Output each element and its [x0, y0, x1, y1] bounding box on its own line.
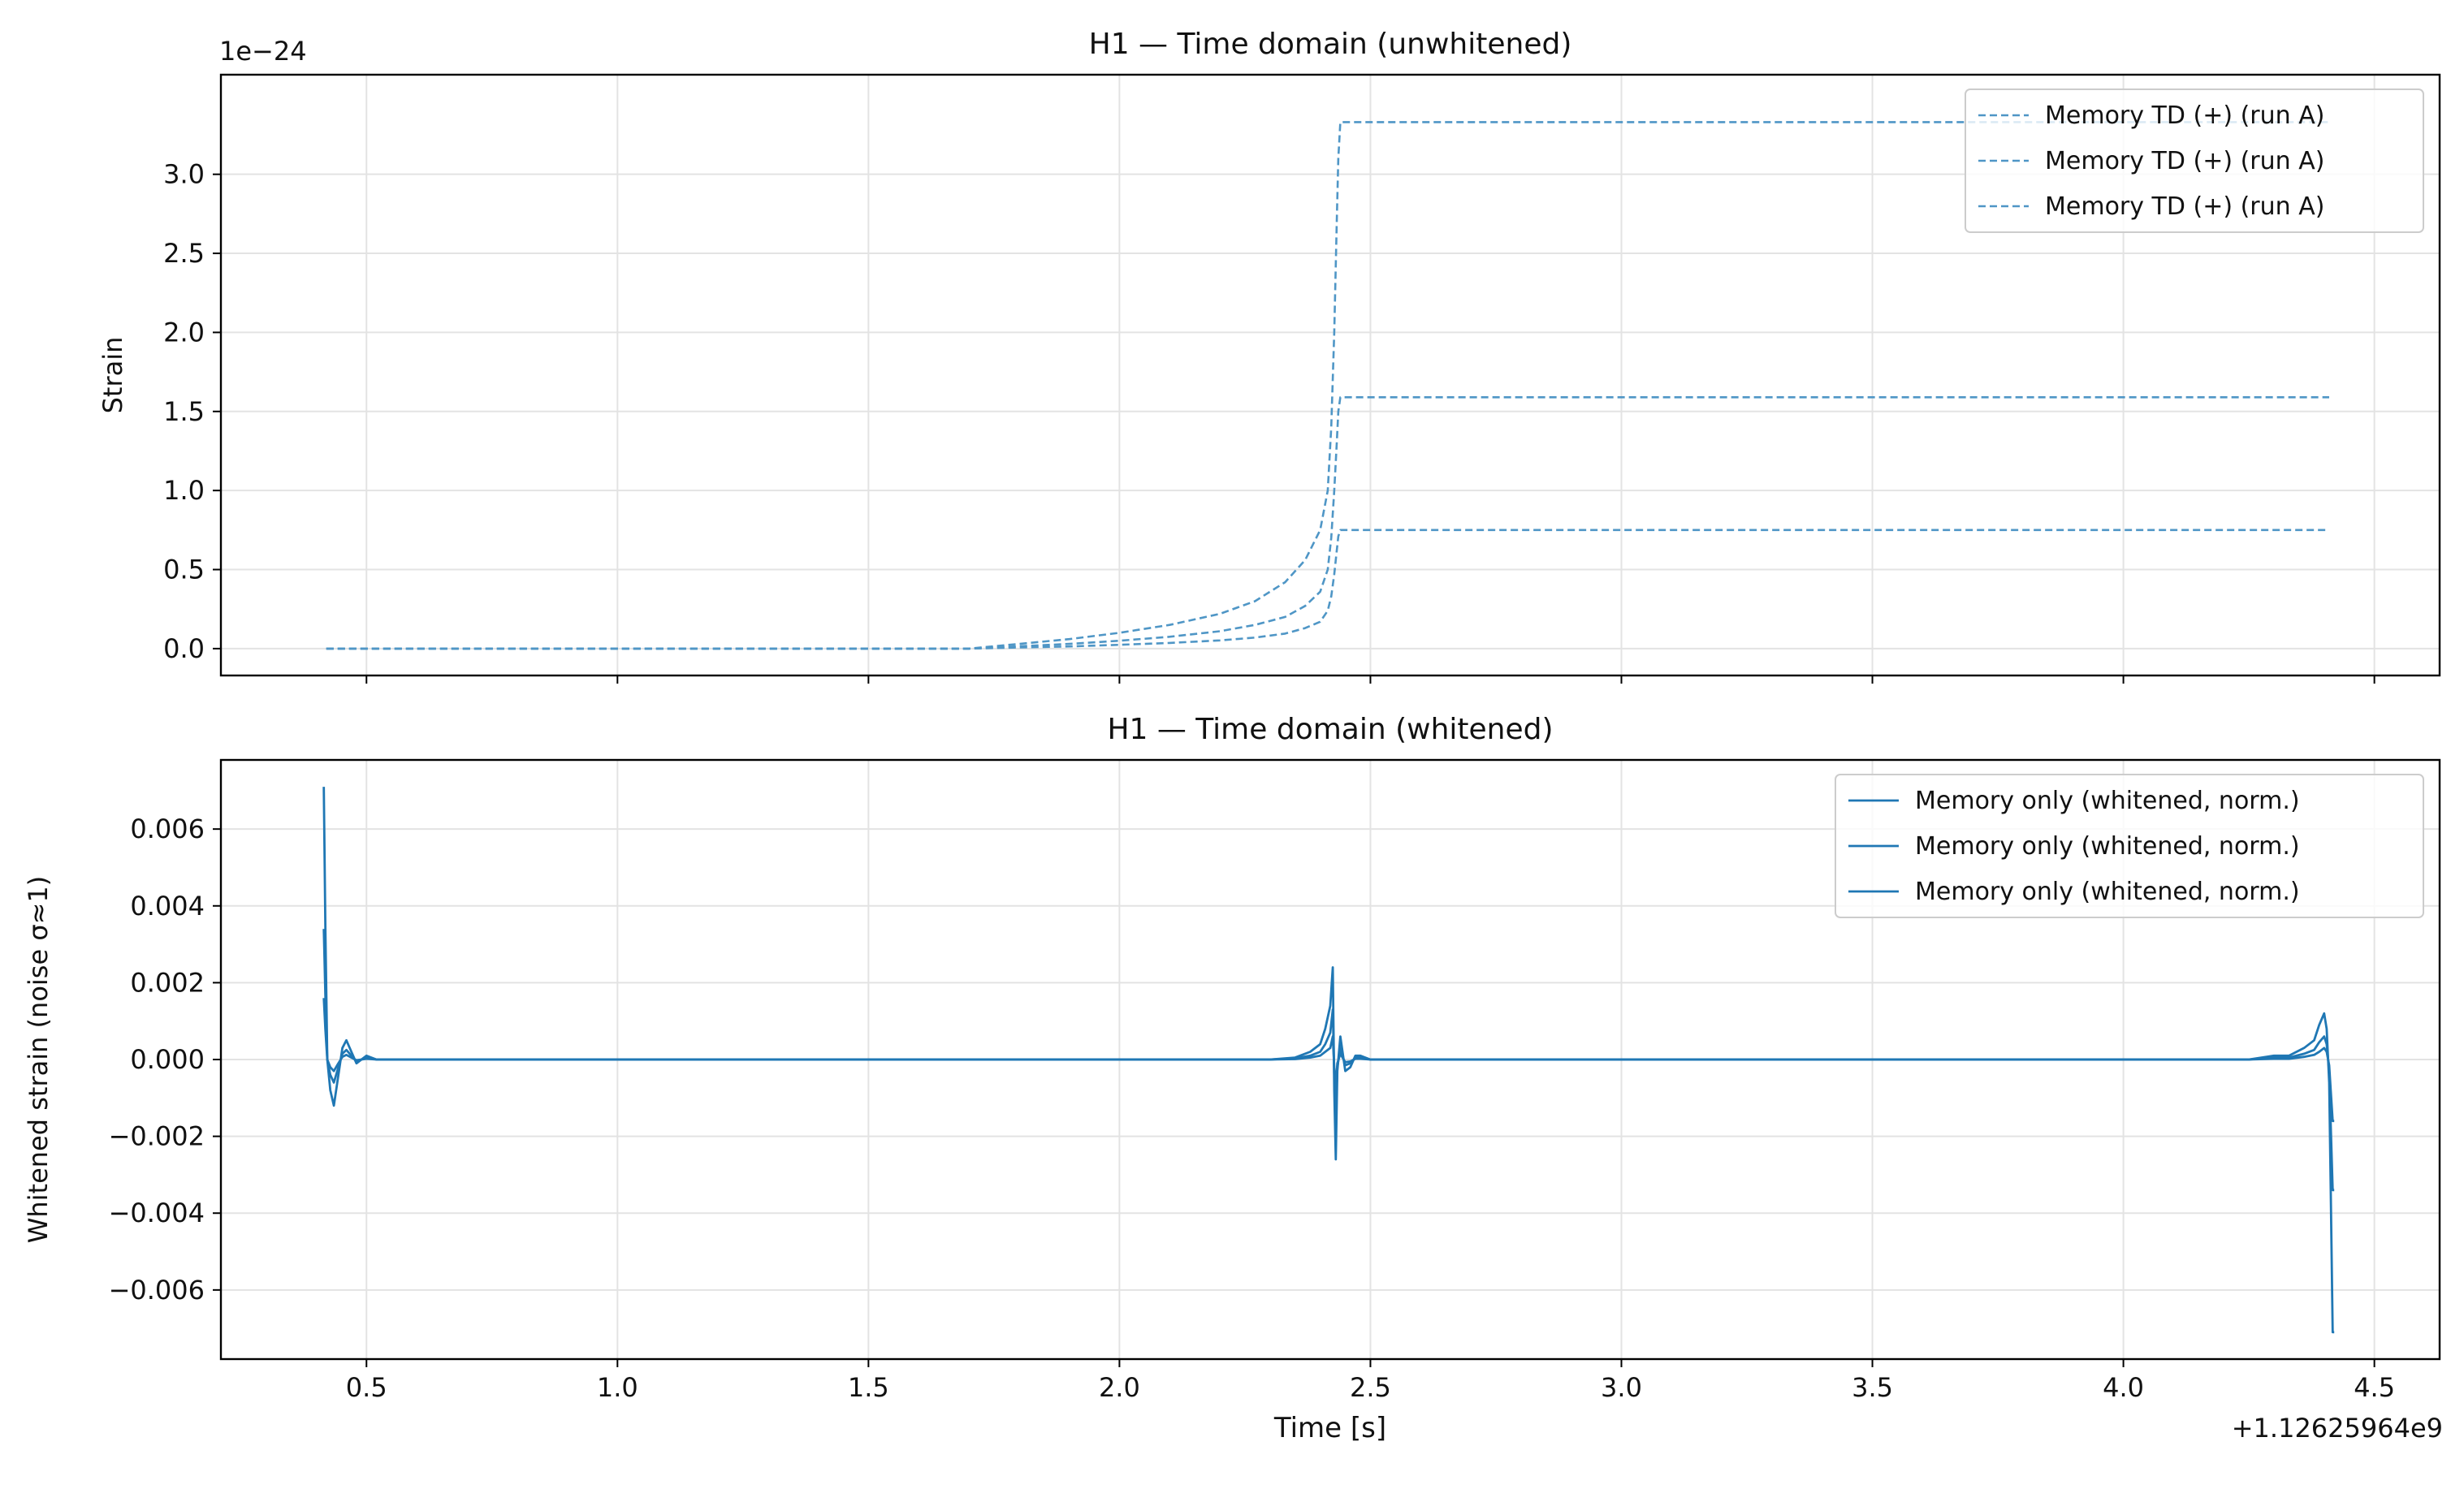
y-tick-label: 2.0 [163, 317, 205, 347]
legend-label: Memory only (whitened, norm.) [1915, 878, 2300, 906]
top-chart-title: H1 — Time domain (unwhitened) [1089, 28, 1572, 61]
top-x-ticks [365, 675, 2375, 684]
y-tick-label: 0.002 [130, 967, 205, 998]
x-tick-label: 2.5 [1350, 1372, 1391, 1403]
bottom-x-axis-label: Time [s] [1273, 1412, 1386, 1444]
legend-box [1835, 774, 2424, 918]
y-tick-label: −0.004 [109, 1198, 205, 1228]
y-tick-label: 0.000 [130, 1044, 205, 1075]
bottom-x-ticks: 0.5 1.0 1.5 2.0 2.5 3.0 3.5 4.0 4.5 [346, 1359, 2395, 1403]
x-tick-label: 3.5 [1852, 1372, 1893, 1403]
top-y-ticks: 0.0 0.5 1.0 1.5 2.0 2.5 3.0 [163, 159, 221, 664]
y-tick-label: 1.0 [163, 475, 205, 506]
y-tick-label: 0.0 [163, 633, 205, 664]
bottom-series-group [322, 787, 2335, 1334]
legend-label: Memory only (whitened, norm.) [1915, 787, 2300, 815]
top-y-axis-label: Strain [97, 337, 128, 414]
top-y-offset-text: 1e−24 [219, 36, 307, 67]
legend-label: Memory TD (+) (run A) [2045, 147, 2324, 175]
y-tick-label: 1.5 [163, 396, 205, 427]
y-tick-label: −0.002 [109, 1121, 205, 1152]
series-line-3 [322, 998, 2335, 1123]
bottom-legend: Memory only (whitened, norm.) Memory only… [1835, 774, 2424, 918]
x-tick-label: 4.0 [2103, 1372, 2144, 1403]
bottom-x-offset-text: +1.12625964e9 [2232, 1413, 2443, 1444]
y-tick-label: −0.006 [109, 1275, 205, 1306]
y-tick-label: 0.004 [130, 891, 205, 921]
legend-label: Memory TD (+) (run A) [2045, 101, 2324, 130]
x-tick-label: 4.5 [2354, 1372, 2395, 1403]
y-tick-label: 0.006 [130, 814, 205, 844]
top-axes-frame [219, 73, 2441, 677]
y-tick-label: 3.0 [163, 159, 205, 190]
unwhitened-panel: 0.0 0.5 1.0 1.5 2.0 2.5 3.0 H1 — Time domain (… [97, 28, 2441, 684]
y-tick-label: 0.5 [163, 555, 205, 585]
bottom-chart-title: H1 — Time domain (whitened) [1107, 713, 1553, 746]
series-line-3 [326, 529, 2329, 650]
top-legend: Memory TD (+) (run A) Memory TD (+) (run … [1965, 88, 2424, 233]
series-line-2 [326, 395, 2329, 650]
top-series-group [326, 121, 2329, 650]
legend-label: Memory TD (+) (run A) [2045, 192, 2324, 221]
legend-label: Memory only (whitened, norm.) [1915, 832, 2300, 861]
x-tick-label: 3.0 [1601, 1372, 1642, 1403]
whitened-panel: 0.5 1.0 1.5 2.0 2.5 3.0 3.5 4.0 4.5 −0.006 −0.004… [23, 713, 2443, 1444]
bottom-y-axis-label: Whitened strain (noise σ≈1) [23, 876, 54, 1244]
x-tick-label: 0.5 [346, 1372, 387, 1403]
x-tick-label: 1.0 [597, 1372, 638, 1403]
x-tick-label: 2.0 [1099, 1372, 1140, 1403]
legend-box [1965, 88, 2424, 233]
bottom-y-ticks: −0.006 −0.004 −0.002 0.000 0.002 0.004 0.006 [109, 814, 221, 1306]
y-tick-label: 2.5 [163, 238, 205, 269]
series-line-1 [326, 121, 2329, 650]
x-tick-label: 1.5 [848, 1372, 889, 1403]
